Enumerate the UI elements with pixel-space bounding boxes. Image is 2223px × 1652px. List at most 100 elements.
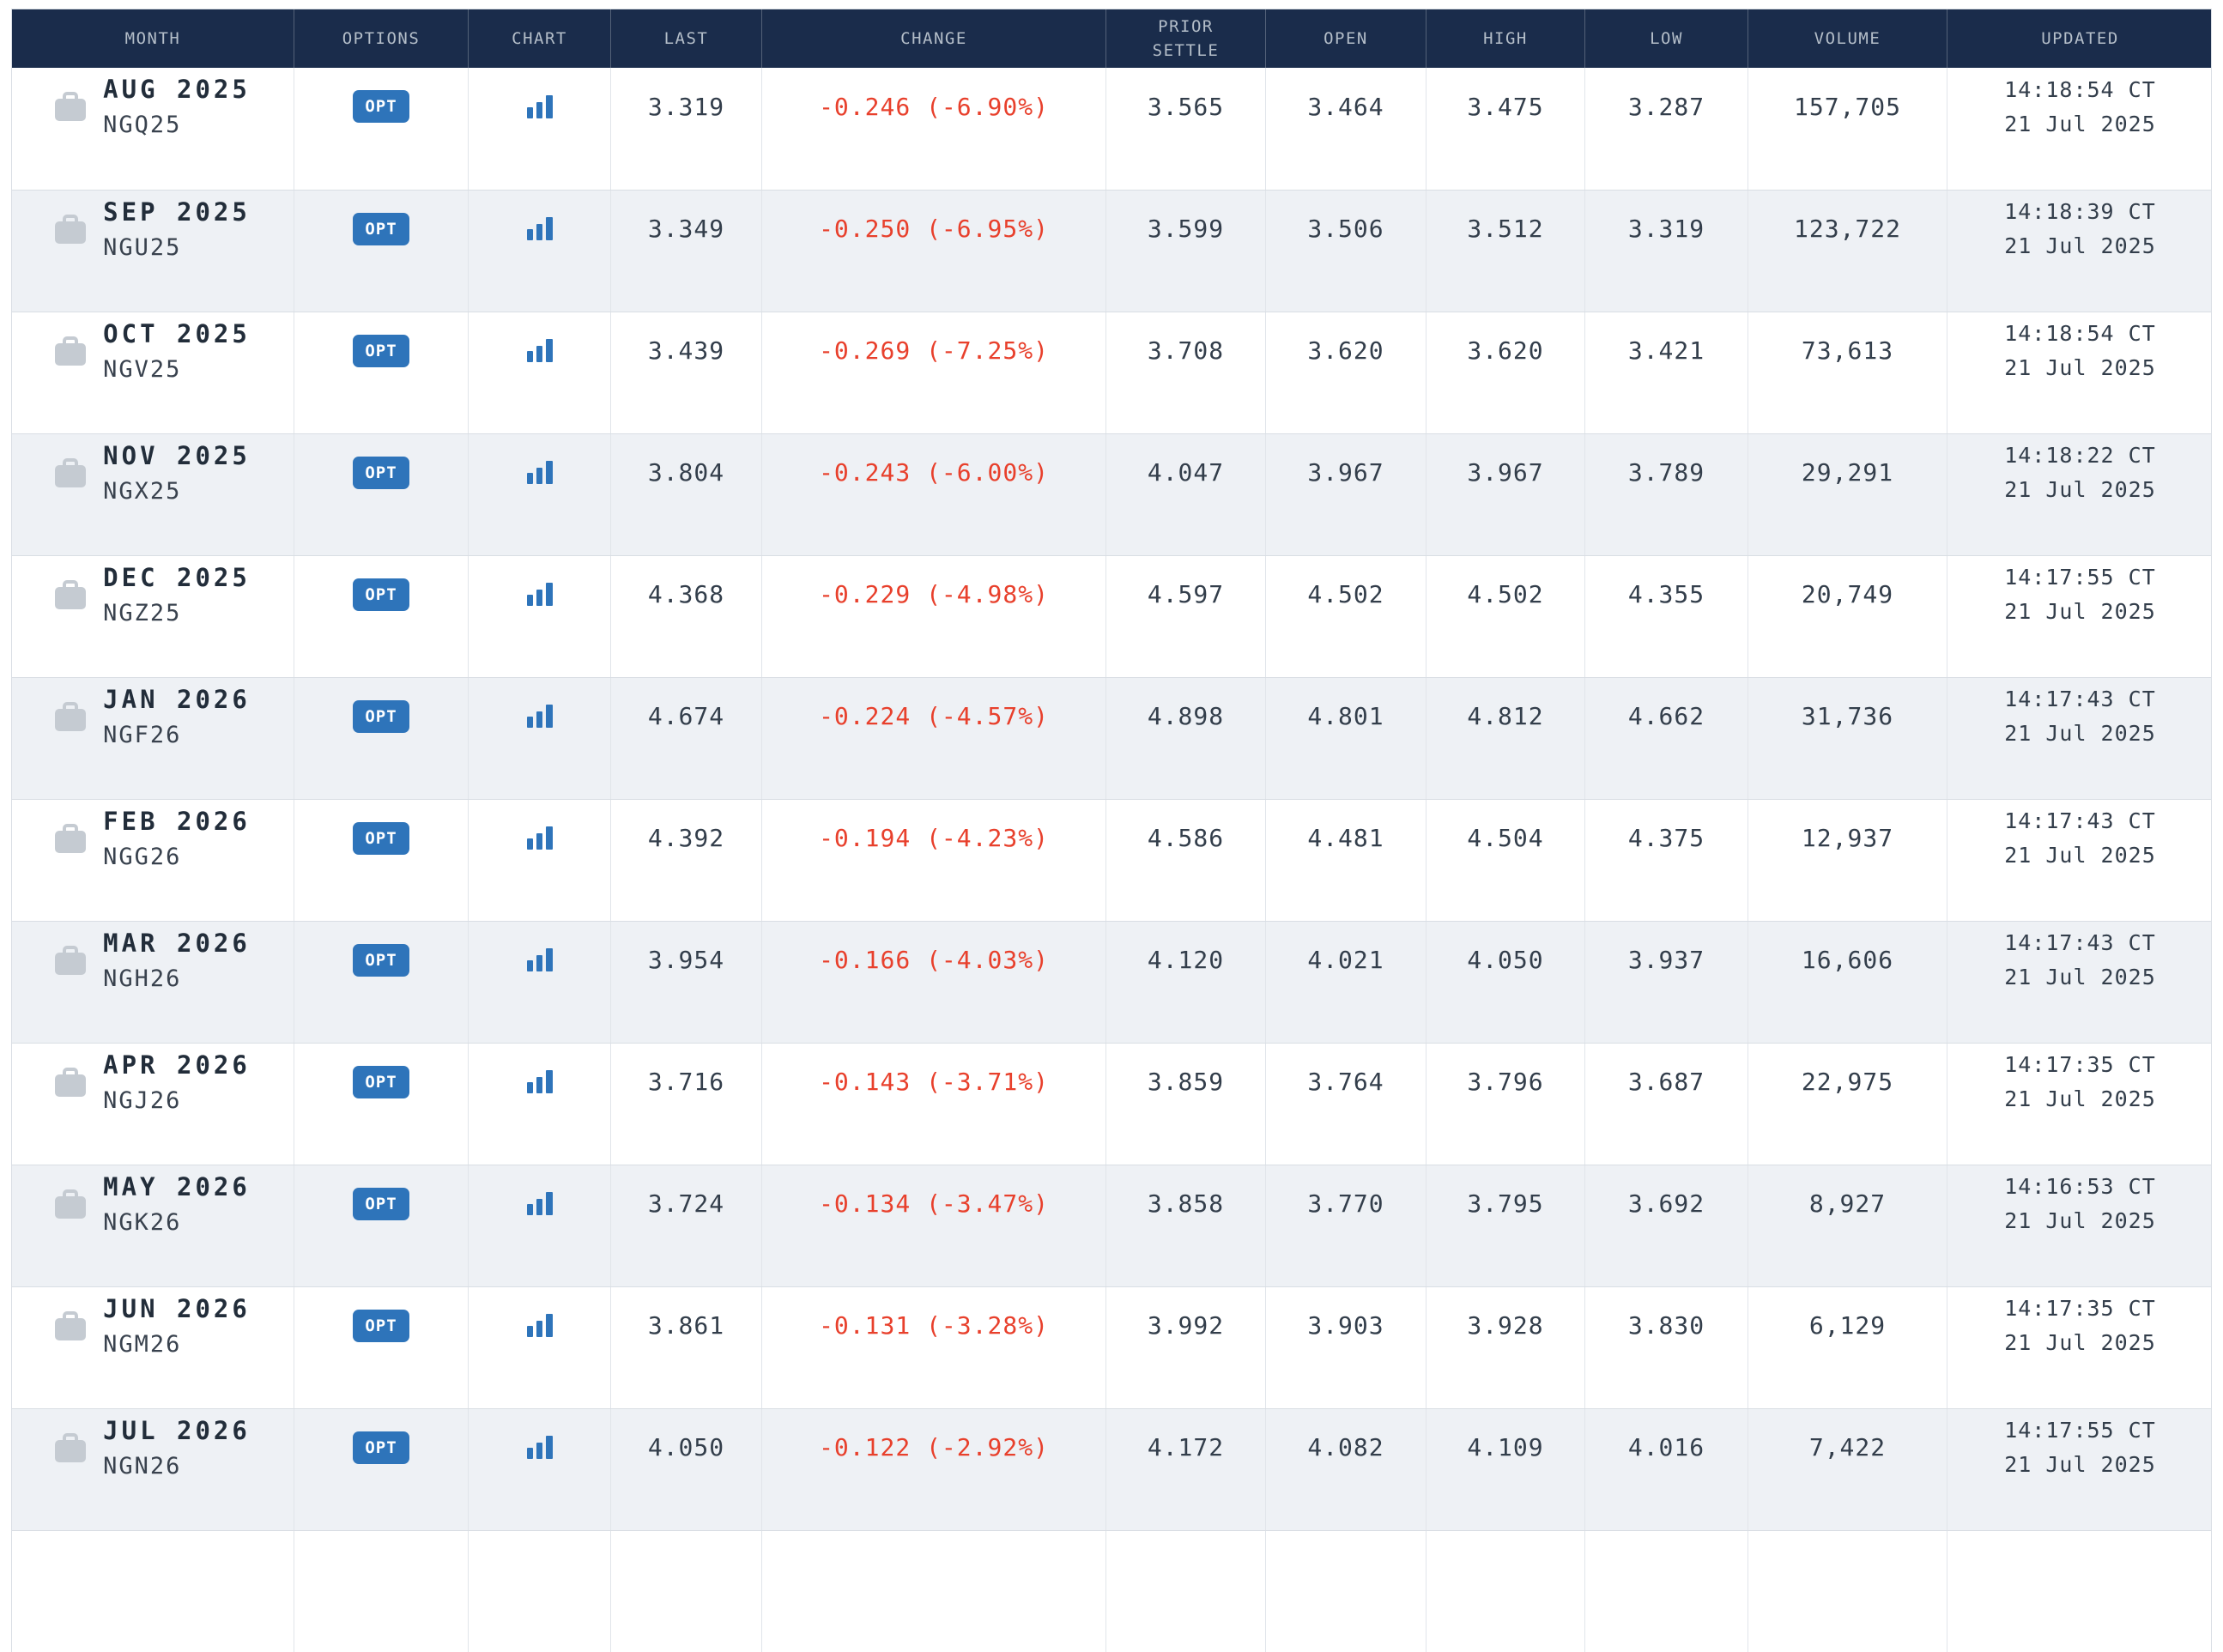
month-cell: AUG 2025 NGQ25 [12, 68, 294, 190]
high-value: 3.475 [1426, 68, 1585, 190]
table-body: AUG 2025 NGQ25 OPT 3.319 -0.246 (-6.90%)… [12, 68, 2211, 1652]
briefcase-handle [63, 701, 79, 714]
contract-month: OCT 2025 [103, 318, 251, 348]
briefcase-handle [63, 1067, 79, 1080]
month-cell: APR 2026 NGJ26 [12, 1044, 294, 1165]
table-row: NOV 2025 NGX25 OPT 3.804 -0.243 (-6.00%)… [12, 433, 2211, 555]
options-button[interactable]: OPT [353, 212, 409, 245]
last-value: 3.861 [611, 1287, 762, 1408]
updated-date: 21 Jul 2025 [2004, 111, 2156, 136]
chart-cell [469, 1409, 611, 1530]
briefcase-handle [63, 214, 79, 227]
bar-chart-icon[interactable] [526, 94, 553, 118]
open-value: 4.481 [1266, 800, 1426, 921]
partial-next-row [12, 1530, 2211, 1652]
updated-date: 21 Jul 2025 [2004, 721, 2156, 746]
change-value: -0.194 (-4.23%) [762, 800, 1106, 921]
briefcase-icon[interactable] [55, 945, 87, 975]
volume-value: 157,705 [1748, 68, 1947, 190]
options-button[interactable]: OPT [353, 578, 409, 611]
last-value: 3.954 [611, 922, 762, 1043]
briefcase-icon[interactable] [55, 579, 87, 609]
bar-chart-icon[interactable] [526, 705, 553, 728]
high-value: 3.796 [1426, 1044, 1585, 1165]
bar-chart-icon[interactable] [526, 583, 553, 606]
low-value: 3.287 [1585, 68, 1748, 190]
bar-chart-icon[interactable] [526, 339, 553, 362]
contract-month: JUL 2026 [103, 1415, 251, 1445]
open-value: 4.082 [1266, 1409, 1426, 1530]
last-value: 4.674 [611, 678, 762, 799]
briefcase-handle [63, 92, 79, 104]
options-button[interactable]: OPT [353, 1187, 409, 1220]
options-button[interactable]: OPT [353, 821, 409, 855]
column-header-low: LOW [1585, 9, 1748, 68]
briefcase-icon[interactable] [55, 1310, 87, 1340]
contract-month: JAN 2026 [103, 684, 251, 714]
column-header-open: OPEN [1266, 9, 1426, 68]
low-value: 3.830 [1585, 1287, 1748, 1408]
low-value: 3.421 [1585, 312, 1748, 433]
table-row: SEP 2025 NGU25 OPT 3.349 -0.250 (-6.95%)… [12, 190, 2211, 312]
briefcase-body [55, 1074, 87, 1097]
contract-month: APR 2026 [103, 1050, 251, 1080]
briefcase-icon[interactable] [55, 1432, 87, 1462]
column-header-options: OPTIONS [294, 9, 469, 68]
briefcase-body [55, 99, 87, 121]
options-button[interactable]: OPT [353, 1065, 409, 1098]
contract-label-group: SEP 2025 NGU25 [103, 197, 251, 261]
table-row: AUG 2025 NGQ25 OPT 3.319 -0.246 (-6.90%)… [12, 68, 2211, 190]
bar-chart-icon[interactable] [526, 948, 553, 971]
options-button[interactable]: OPT [353, 1431, 409, 1464]
bar-chart-icon[interactable] [526, 1436, 553, 1459]
low-value: 4.375 [1585, 800, 1748, 921]
options-cell: OPT [294, 922, 469, 1043]
low-value: 3.687 [1585, 1044, 1748, 1165]
high-value: 4.050 [1426, 922, 1585, 1043]
column-header-updated: UPDATED [1947, 9, 2213, 68]
prior-settle-value: 4.586 [1106, 800, 1266, 921]
updated-cell: 14:17:43 CT 21 Jul 2025 [1947, 800, 2213, 921]
updated-time: 14:17:55 CT [2004, 565, 2156, 590]
briefcase-icon[interactable] [55, 701, 87, 731]
contract-month: FEB 2026 [103, 806, 251, 836]
updated-time: 14:17:35 CT [2004, 1296, 2156, 1321]
options-button[interactable]: OPT [353, 943, 409, 977]
bar-chart-icon[interactable] [526, 826, 553, 850]
table-row: APR 2026 NGJ26 OPT 3.716 -0.143 (-3.71%)… [12, 1043, 2211, 1165]
bar-chart-icon[interactable] [526, 1192, 553, 1215]
briefcase-icon[interactable] [55, 336, 87, 366]
options-button[interactable]: OPT [353, 334, 409, 367]
options-button[interactable]: OPT [353, 1309, 409, 1342]
briefcase-icon[interactable] [55, 92, 87, 121]
contract-code: NGN26 [103, 1452, 182, 1480]
chart-cell [469, 556, 611, 677]
briefcase-icon[interactable] [55, 1067, 87, 1097]
bar-chart-icon[interactable] [526, 1070, 553, 1093]
bar-chart-icon[interactable] [526, 1314, 553, 1337]
bar-chart-icon[interactable] [526, 217, 553, 240]
briefcase-icon[interactable] [55, 214, 87, 244]
options-button[interactable]: OPT [353, 456, 409, 489]
bar-chart-icon[interactable] [526, 461, 553, 484]
change-value: -0.122 (-2.92%) [762, 1409, 1106, 1530]
month-cell: OCT 2025 NGV25 [12, 312, 294, 433]
open-value: 3.620 [1266, 312, 1426, 433]
briefcase-icon[interactable] [55, 823, 87, 853]
briefcase-handle [63, 945, 79, 958]
options-button[interactable]: OPT [353, 90, 409, 123]
column-header-label: VOLUME [1814, 28, 1881, 48]
low-value: 4.662 [1585, 678, 1748, 799]
column-header-label: LAST [663, 28, 709, 48]
last-value: 3.319 [611, 68, 762, 190]
briefcase-icon[interactable] [55, 1189, 87, 1219]
options-cell: OPT [294, 1409, 469, 1530]
options-cell: OPT [294, 556, 469, 677]
volume-value: 20,749 [1748, 556, 1947, 677]
options-button[interactable]: OPT [353, 699, 409, 733]
options-cell: OPT [294, 68, 469, 190]
prior-settle-value: 3.858 [1106, 1165, 1266, 1286]
open-value: 3.770 [1266, 1165, 1426, 1286]
updated-time: 14:17:55 CT [2004, 1418, 2156, 1443]
briefcase-icon[interactable] [55, 457, 87, 487]
